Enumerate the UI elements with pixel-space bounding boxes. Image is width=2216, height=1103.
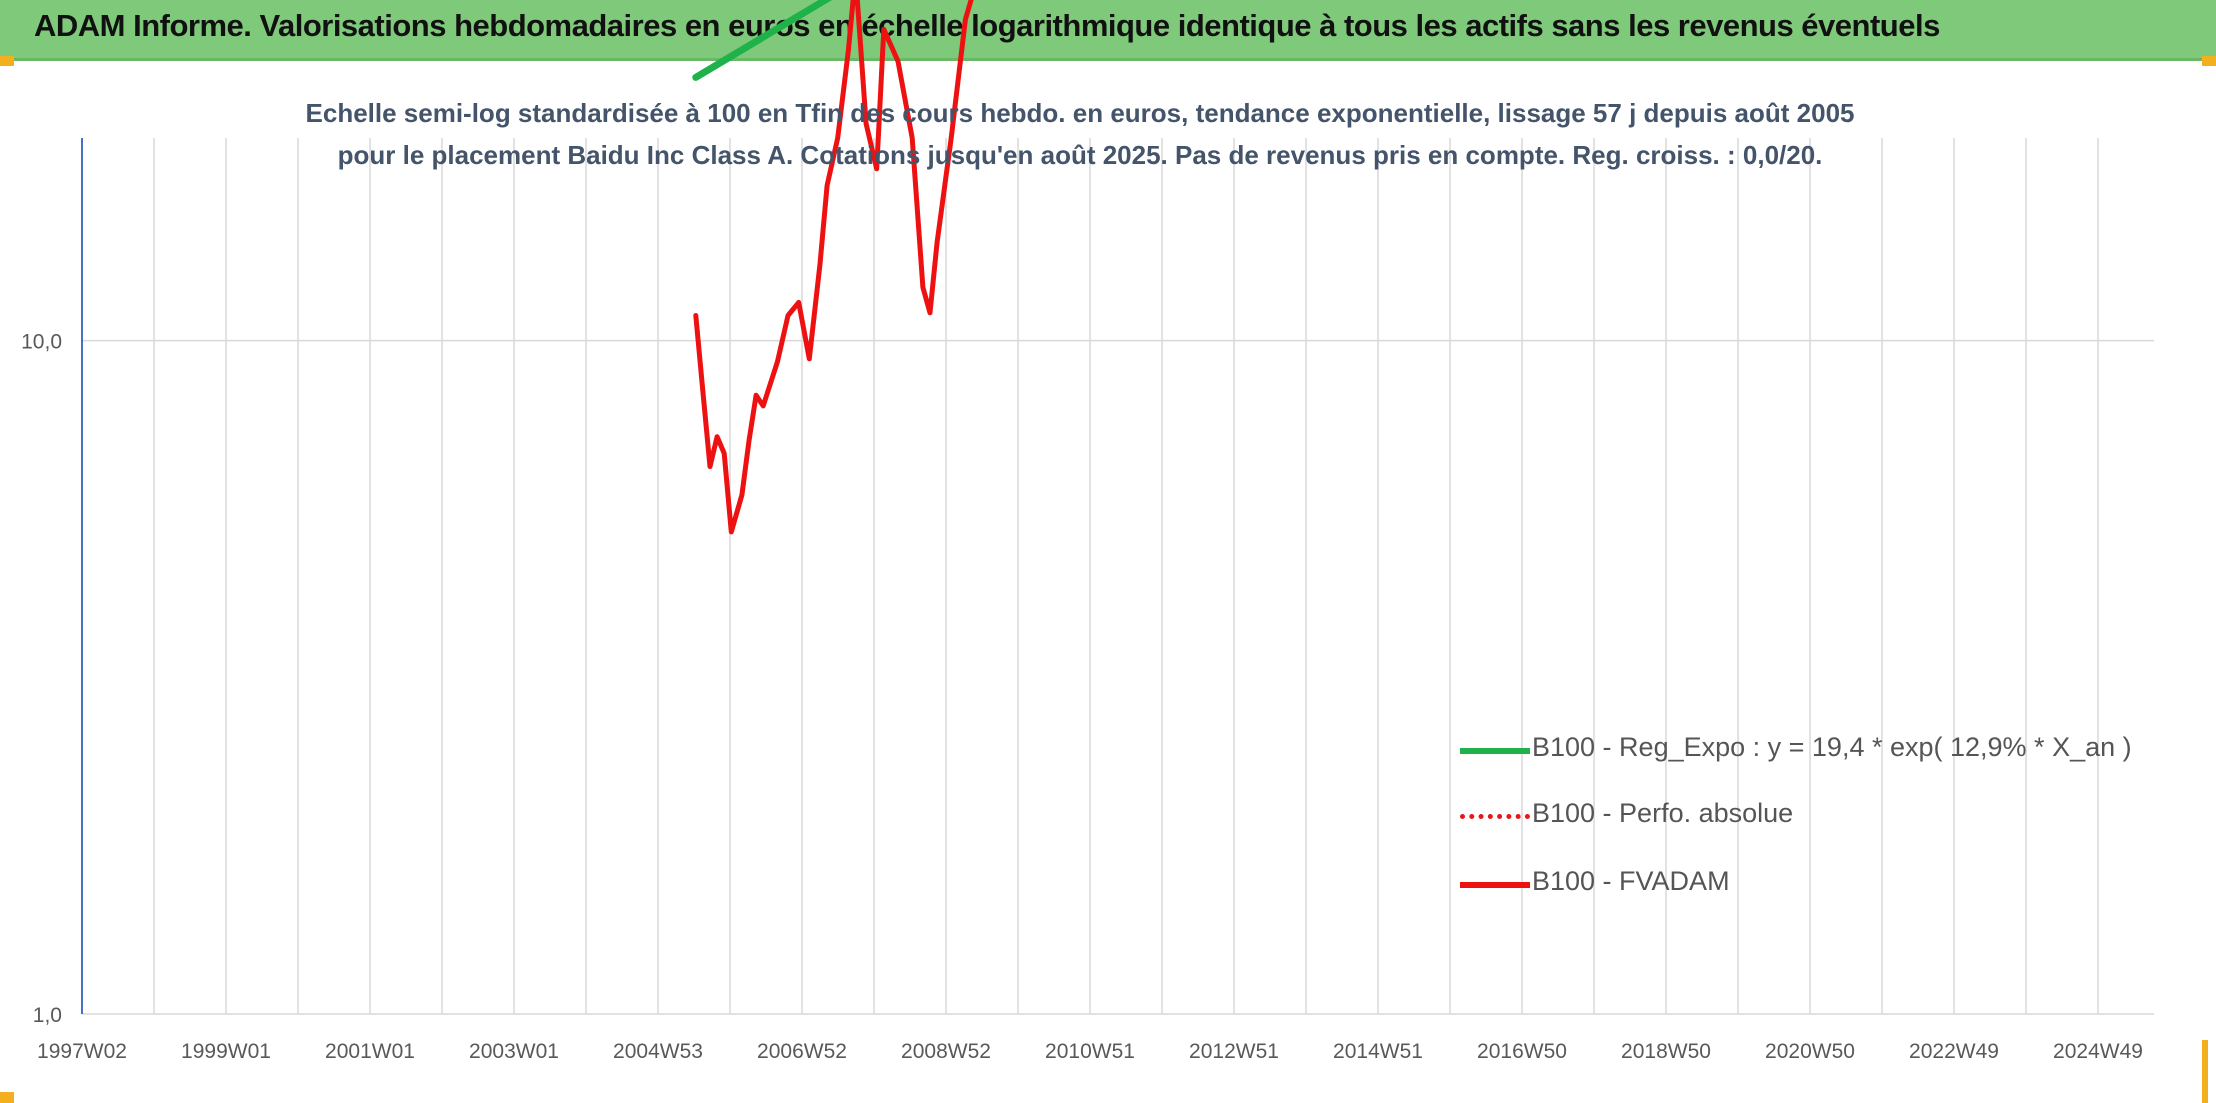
x-tick-label: 2001W01 [325,1040,415,1063]
x-tick-label: 2012W51 [1189,1040,1279,1063]
legend-swatch-perfo-absolue [1460,814,1530,819]
report-title: ADAM Informe. Valorisations hebdomadaire… [34,8,1940,43]
x-tick-label: 2003W01 [469,1040,559,1063]
legend-swatch-regression [1460,748,1530,754]
report-banner: ADAM Informe. Valorisations hebdomadaire… [0,0,2216,61]
x-tick-label: 2014W51 [1333,1040,1423,1063]
x-tick-label: 2004W53 [613,1040,703,1063]
y-tick-labels: 1,010,0100,0 [21,331,62,1027]
corner-marker-top-left [0,56,14,66]
corner-marker-bottom-right [2202,1040,2208,1103]
x-tick-label: 2022W49 [1909,1040,1999,1063]
legend-label-regression: B100 - Reg_Expo : y = 19,4 * exp( 12,9% … [1532,732,2132,762]
x-tick-label: 2008W52 [901,1040,991,1063]
y-tick-label: 1,0 [33,1004,62,1027]
chart-subtitle: Echelle semi-log standardisée à 100 en T… [305,98,1855,170]
x-tick-labels: 1997W02 1999W01 2001W01 2003W01 2004W53 2006W… [37,1040,2143,1063]
horizontal-gridlines [82,339,2154,1015]
legend-label-fvadam: B100 - FVADAM [1532,866,1730,896]
x-tick-label: 1999W01 [181,1040,271,1063]
series-layer [692,0,974,535]
x-tick-label: 2010W51 [1045,1040,1135,1063]
corner-marker-top-right [2202,56,2216,66]
x-tick-label: 1997W02 [37,1040,127,1063]
y-tick-label: 10,0 [21,331,62,354]
corner-marker-bottom-left [0,1092,14,1103]
x-tick-label: 2016W50 [1477,1040,1567,1063]
legend-label-perfo-absolue: B100 - Perfo. absolue [1532,798,1794,828]
x-tick-label: 2020W50 [1765,1040,1855,1063]
x-tick-label: 2006W52 [757,1040,847,1063]
x-tick-label: 2018W50 [1621,1040,1711,1063]
fvadam-line [693,0,974,535]
legend-swatch-fvadam [1460,882,1530,888]
x-tick-label: 2024W49 [2053,1040,2143,1063]
vertical-gridlines [153,138,2099,1014]
